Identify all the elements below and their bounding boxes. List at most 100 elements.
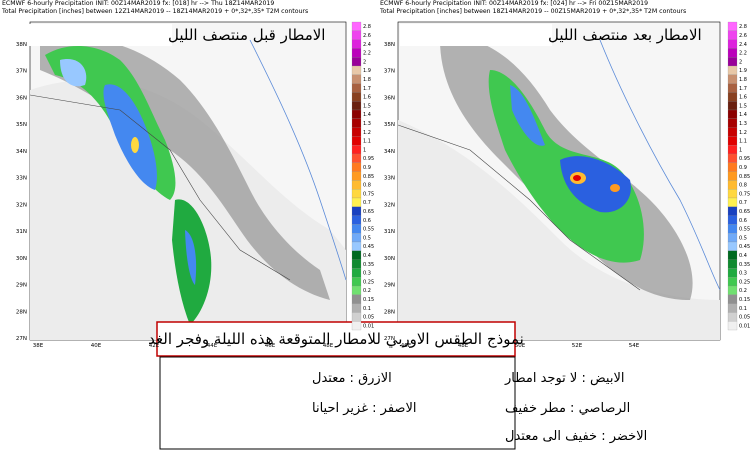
- colorbar-cell: [351, 189, 362, 199]
- border: [29, 94, 291, 281]
- colorbar-cell: [727, 285, 738, 295]
- colorbar-label: 0.35: [363, 262, 374, 268]
- lat-label: 35N: [16, 122, 27, 128]
- colorbar-label: 1.3: [363, 121, 371, 127]
- lon-label: 44E: [207, 343, 218, 349]
- colorbar-cell: [351, 21, 362, 31]
- colorbar-label: 0.6: [739, 218, 747, 224]
- colorbar-label: 1.9: [739, 68, 747, 74]
- border: [397, 124, 641, 291]
- colorbar-cell: [351, 162, 362, 172]
- colorbar-cell: [351, 39, 362, 49]
- legend-item: الرصاصي : مطر خفيف: [505, 401, 630, 416]
- precip-blue: [560, 156, 631, 213]
- colorbar-label: 1.3: [739, 121, 747, 127]
- colorbar-label: 0.1: [363, 306, 371, 312]
- colorbar-label: 0.4: [363, 253, 371, 259]
- colorbar-label: 2: [739, 59, 742, 65]
- header: Total Precipitation [inches] between 18Z…: [379, 8, 686, 15]
- colorbar-label: 1.6: [363, 95, 371, 101]
- lat-label: 36N: [384, 95, 395, 101]
- colorbar-label: 0.3: [363, 271, 371, 277]
- colorbar-cell: [727, 65, 738, 75]
- colorbar-cell: [351, 109, 362, 119]
- colorbar-label: 0.6: [363, 218, 371, 224]
- colorbar-label: 2.4: [739, 42, 747, 48]
- lat-label: 32N: [384, 202, 395, 208]
- lon-label: 48E: [323, 343, 334, 349]
- colorbar-cell: [727, 153, 738, 163]
- colorbar-cell: [351, 180, 362, 190]
- colorbar-label: 0.35: [739, 262, 750, 268]
- colorbar-label: 1.2: [739, 130, 747, 136]
- colorbar-cell: [351, 197, 362, 207]
- colorbar-cell: [351, 259, 362, 269]
- colorbar-cell: [351, 83, 362, 93]
- colorbar-label: 0.75: [739, 191, 750, 197]
- colorbar-cell: [727, 92, 738, 102]
- colorbar-cell: [351, 145, 362, 155]
- title-bg: [400, 24, 552, 46]
- colorbar-cell: [727, 118, 738, 128]
- colorbar-label: 0.4: [739, 253, 747, 259]
- colorbar-label: 2.2: [739, 51, 747, 57]
- colorbar-cell: [351, 48, 362, 58]
- colorbar-cell: [351, 233, 362, 243]
- colorbar-label: 1.1: [363, 139, 371, 145]
- colorbar-cell: [727, 39, 738, 49]
- colorbar-cell: [727, 171, 738, 181]
- colorbar-label: 0.75: [363, 191, 374, 197]
- colorbar-label: 1: [739, 147, 742, 153]
- land: [398, 120, 720, 340]
- colorbar-label: 2: [363, 59, 366, 65]
- colorbar-cell: [727, 136, 738, 146]
- lon-label: 48E: [458, 343, 469, 349]
- precip-blue: [510, 85, 545, 146]
- colorbar-label: 0.85: [739, 174, 750, 180]
- colorbar-label: 0.45: [739, 244, 750, 250]
- colorbar-label: 0.01: [739, 323, 750, 329]
- colorbar-cell: [727, 30, 738, 40]
- colorbar-cell: [351, 74, 362, 84]
- colorbar-label: 0.95: [363, 156, 374, 162]
- colorbar-cell: [351, 30, 362, 40]
- colorbar-cell: [351, 215, 362, 225]
- lat-label: 35N: [384, 122, 395, 128]
- colorbar-label: 0.45: [363, 244, 374, 250]
- colorbar-label: 0.55: [739, 227, 750, 233]
- colorbar-label: 1.8: [739, 77, 747, 83]
- precip-blue: [60, 59, 87, 87]
- colorbar-cell: [727, 224, 738, 234]
- banner-box: [156, 321, 516, 357]
- lat-label: 34N: [16, 149, 27, 155]
- lat-label: 31N: [16, 229, 27, 235]
- colorbar-label: 0.65: [739, 209, 750, 215]
- colorbar-cell: [727, 215, 738, 225]
- colorbar-cell: [727, 127, 738, 137]
- right-map: [397, 21, 721, 341]
- colorbar-label: 1.9: [363, 68, 371, 74]
- colorbar-label: 1.7: [739, 86, 747, 92]
- header: Total Precipitation [inches] between 12Z…: [1, 8, 308, 15]
- colorbar-cell: [351, 294, 362, 304]
- lat-label: 37N: [384, 69, 395, 75]
- lon-label: 46E: [265, 343, 276, 349]
- lon-label: 52E: [572, 343, 583, 349]
- colorbar-label: 1.4: [363, 112, 371, 118]
- colorbar-label: 1: [363, 147, 366, 153]
- colorbar-label: 0.3: [739, 271, 747, 277]
- colorbar-label: 0.15: [363, 297, 374, 303]
- colorbar-cell: [351, 241, 362, 251]
- colorbar-label: 0.2: [739, 288, 747, 294]
- colorbar-cell: [727, 162, 738, 172]
- colorbar-label: 2.2: [363, 51, 371, 57]
- panel-title: الامطار قبل منتصف الليل: [168, 26, 325, 44]
- precip-yellow: [131, 137, 139, 153]
- colorbar-label: 1.1: [739, 139, 747, 145]
- colorbar-label: 0.25: [363, 279, 374, 285]
- colorbar-label: 0.8: [363, 183, 371, 189]
- colorbar-cell: [727, 21, 738, 31]
- colorbar-cell: [727, 294, 738, 304]
- lon-label: 46E: [401, 343, 412, 349]
